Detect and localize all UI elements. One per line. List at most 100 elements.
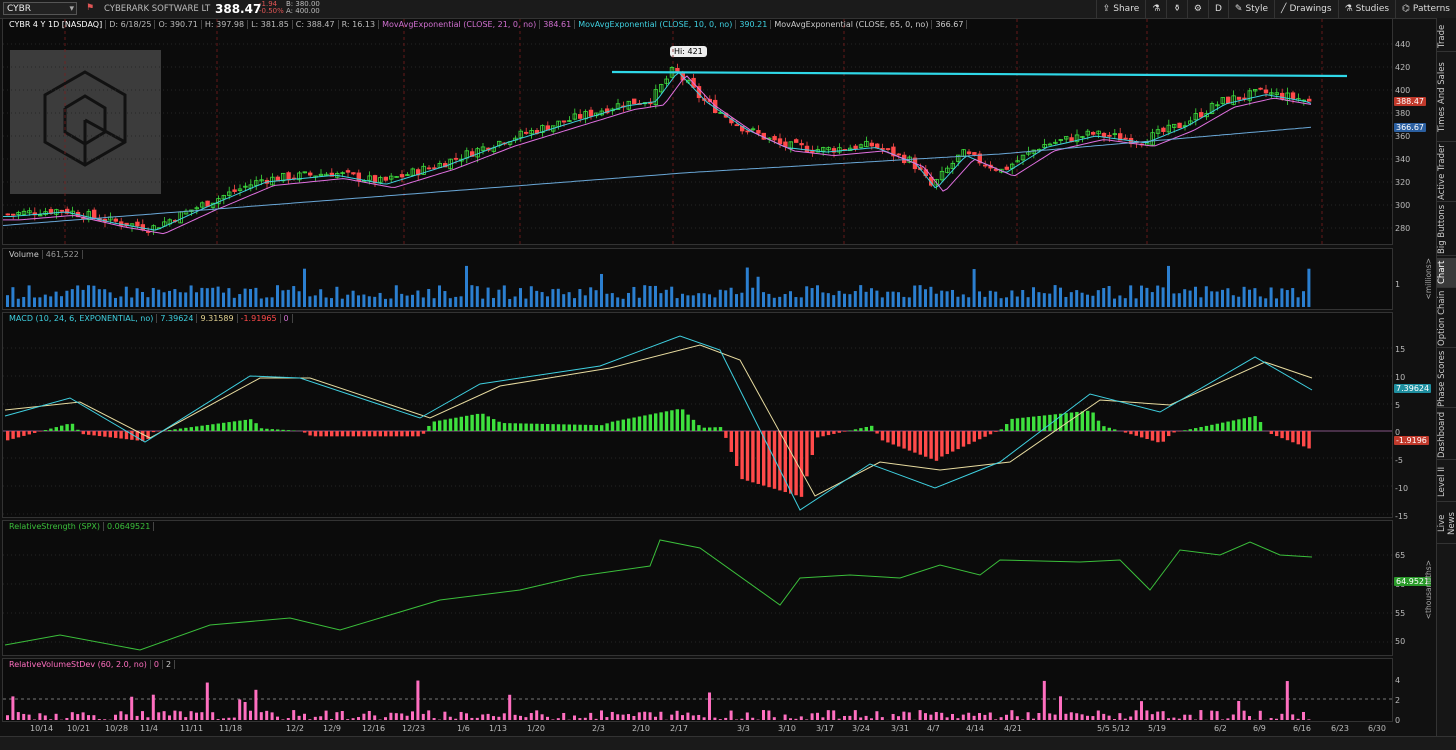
x-axis-date-label: 6/9: [1253, 724, 1266, 733]
last-price: 388.47: [215, 2, 261, 16]
x-axis-date-label: 10/21: [67, 724, 90, 733]
studies-icon: ⚗: [1345, 0, 1353, 18]
side-tab-dashboard[interactable]: Dashboard: [1437, 410, 1456, 460]
x-axis-date-label: 11/4: [140, 724, 158, 733]
macd-tick-label: -5: [1395, 456, 1403, 465]
x-axis-date-label: 10/14: [30, 724, 53, 733]
price-legend-item: L: 381.85: [248, 20, 293, 29]
x-axis-date-label: 5/5: [1097, 724, 1110, 733]
flag-icon[interactable]: ⚑: [86, 3, 94, 13]
x-axis-date-label: 12/9: [323, 724, 341, 733]
side-tab-phase-scores[interactable]: Phase Scores: [1437, 350, 1456, 408]
x-axis-date-label: 6/23: [1331, 724, 1349, 733]
x-axis-date-label: 10/28: [105, 724, 128, 733]
price-legend-item: MovAvgExponential (CLOSE, 10, 0, no): [575, 20, 736, 29]
rs-unit-label: <thousandths>: [1424, 560, 1433, 619]
x-axis-date-label: 6/2: [1214, 724, 1227, 733]
x-axis-date-label: 4/21: [1004, 724, 1022, 733]
price-legend-item: CYBR 4 Y 1D [NASDAQ]: [6, 20, 106, 29]
gear-icon: ⚙: [1194, 0, 1202, 18]
x-axis-date-label: 3/10: [778, 724, 796, 733]
volume-unit-label: <millions>: [1424, 258, 1433, 299]
macd-legend: MACD (10, 24, 6, EXPONENTIAL, no) 7.3962…: [6, 314, 293, 323]
x-axis-date-label: 12/2: [286, 724, 304, 733]
price-legend-item: O: 390.71: [155, 20, 201, 29]
x-axis-date-label: 5/19: [1148, 724, 1166, 733]
x-axis-date-label: 4/14: [966, 724, 984, 733]
macd-diff-tag: -1.9196: [1394, 436, 1429, 445]
macd-tick-label: -15: [1395, 512, 1408, 521]
x-axis-date-label: 4/7: [927, 724, 940, 733]
last-price-tag: 388.47: [1394, 97, 1426, 106]
top-toolbar: CYBR▾ ⚑ CYBERARK SOFTWARE LT 388.47 -1.9…: [0, 0, 1456, 19]
price-tick-label: 280: [1395, 224, 1410, 233]
change-block: -1.94-0.50%: [259, 1, 284, 15]
company-name: CYBERARK SOFTWARE LT: [104, 4, 210, 14]
rs-tick-label: 65: [1395, 551, 1405, 560]
x-axis-date-label: 12/16: [362, 724, 385, 733]
rs-tick-label: 55: [1395, 609, 1405, 618]
chevron-down-icon[interactable]: ▾: [69, 3, 74, 16]
relative-strength-panel[interactable]: RelativeStrength (SPX)0.0649521: [2, 520, 1393, 656]
x-axis-date-label: 1/6: [457, 724, 470, 733]
symbol-input[interactable]: CYBR▾: [3, 2, 77, 15]
macd-panel[interactable]: MACD (10, 24, 6, EXPONENTIAL, no) 7.3962…: [2, 312, 1393, 518]
price-tick-label: 320: [1395, 178, 1410, 187]
flask-button[interactable]: ⚗: [1145, 0, 1166, 18]
flask-icon: ⚱: [1173, 0, 1181, 18]
logo-watermark: [10, 50, 161, 194]
price-tick-label: 380: [1395, 109, 1410, 118]
high-marker-label: Hi: 421: [670, 46, 707, 57]
x-axis-date-label: 6/30: [1368, 724, 1386, 733]
price-legend-item: MovAvgExponential (CLOSE, 65, 0, no): [771, 20, 932, 29]
side-tab-big-buttons[interactable]: Big Buttons: [1437, 204, 1456, 256]
price-legend-item: MovAvgExponential (CLOSE, 21, 0, no): [379, 20, 540, 29]
macd-value-tag: 7.39624: [1394, 384, 1431, 393]
x-axis-date-label: 11/18: [219, 724, 242, 733]
side-tab-option-chain[interactable]: Option Chain: [1437, 290, 1456, 348]
x-axis-date-label: 2/3: [592, 724, 605, 733]
price-legend-item: C: 388.47: [293, 20, 339, 29]
price-legend-item: 390.21: [736, 20, 771, 29]
macd-tick-label: -10: [1395, 484, 1408, 493]
side-tab-trade[interactable]: Trade: [1437, 22, 1456, 52]
share-button[interactable]: ⇪Share: [1096, 0, 1146, 18]
settings-button[interactable]: ⚙: [1187, 0, 1208, 18]
flask2-button[interactable]: ⚱: [1166, 0, 1187, 18]
style-icon: ✎: [1235, 0, 1243, 18]
side-tab-times-and-sales[interactable]: Times And Sales: [1437, 54, 1456, 142]
side-tab-bar: Trade Times And Sales Active Trader Big But…: [1436, 18, 1456, 749]
x-axis-date-label: 2/17: [670, 724, 688, 733]
price-legend-item: 366.67: [932, 20, 967, 29]
side-tab-live-news[interactable]: Live News: [1437, 504, 1456, 544]
ema65-tag: 366.67: [1394, 123, 1426, 132]
price-tick-label: 340: [1395, 155, 1410, 164]
side-tab-active-trader[interactable]: Active Trader: [1437, 144, 1456, 202]
macd-tick-label: 15: [1395, 345, 1405, 354]
style-button[interactable]: ✎Style: [1228, 0, 1274, 18]
volume-tick-label: 1: [1395, 280, 1400, 289]
timeframe-button[interactable]: D: [1208, 0, 1228, 18]
side-tab-chart[interactable]: Chart: [1437, 258, 1456, 288]
x-axis-date-label: 3/17: [816, 724, 834, 733]
rs-tick-label: 50: [1395, 637, 1405, 646]
patterns-button[interactable]: ⌬Patterns: [1395, 0, 1456, 18]
side-tab-level-ii[interactable]: Level II: [1437, 462, 1456, 502]
pencil-icon: ╱: [1281, 0, 1286, 18]
studies-button[interactable]: ⚗Studies: [1338, 0, 1395, 18]
x-axis-date-label: 2/10: [632, 724, 650, 733]
price-legend-item: R: 16.13: [339, 20, 379, 29]
x-axis-date-label: 3/24: [852, 724, 870, 733]
x-axis-date-label: 3/31: [891, 724, 909, 733]
beaker-icon: ⚗: [1152, 0, 1160, 18]
rvsd-tick-label: 2: [1395, 696, 1400, 705]
bottom-scrollbar[interactable]: [0, 736, 1456, 750]
drawings-button[interactable]: ╱Drawings: [1274, 0, 1338, 18]
price-legend-item: 384.61: [540, 20, 575, 29]
price-tick-label: 420: [1395, 63, 1410, 72]
